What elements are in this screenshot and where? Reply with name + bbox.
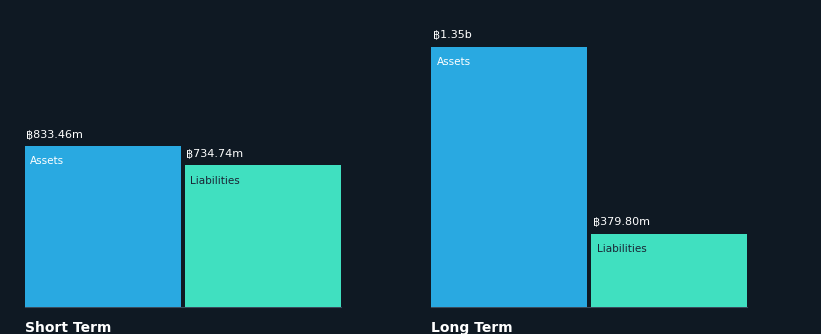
Text: Assets: Assets xyxy=(437,57,471,67)
Bar xyxy=(431,47,587,307)
Text: ฿379.80m: ฿379.80m xyxy=(593,217,649,227)
Text: ฿1.35b: ฿1.35b xyxy=(433,30,471,40)
Text: ฿833.46m: ฿833.46m xyxy=(26,130,83,140)
Text: Assets: Assets xyxy=(30,156,65,166)
Text: Long Term: Long Term xyxy=(431,321,512,334)
Text: ฿734.74m: ฿734.74m xyxy=(186,149,244,159)
Bar xyxy=(185,165,341,307)
Text: Liabilities: Liabilities xyxy=(597,244,647,254)
Bar xyxy=(591,234,747,307)
Text: Liabilities: Liabilities xyxy=(190,175,241,185)
Bar xyxy=(25,146,181,307)
Text: Short Term: Short Term xyxy=(25,321,111,334)
